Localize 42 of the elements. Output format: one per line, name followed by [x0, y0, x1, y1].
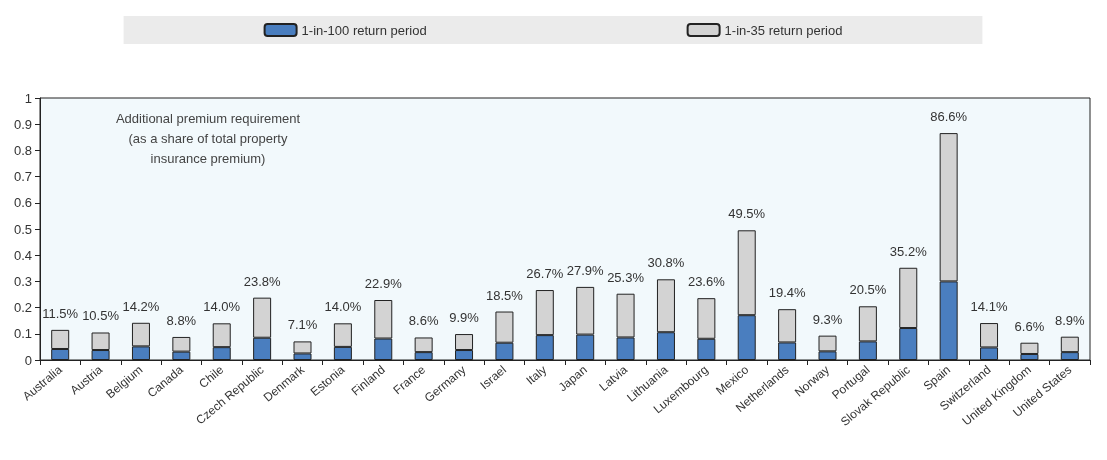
total-label: 11.5% — [42, 305, 79, 321]
y-tick-label: 0 — [24, 352, 32, 368]
total-label: 7.1% — [287, 317, 318, 333]
y-tick-label: 0.1 — [13, 326, 32, 342]
total-label: 49.5% — [728, 206, 766, 222]
total-label: 23.6% — [687, 274, 726, 290]
legend-label: 1-in-35 return period — [724, 22, 843, 38]
y-tick-label: 1 — [24, 90, 32, 106]
total-label: 18.5% — [485, 287, 524, 303]
total-label: 14.0% — [203, 299, 241, 315]
legend-label: 1-in-100 return period — [301, 22, 427, 38]
y-tick-label: 0.8 — [13, 142, 32, 158]
x-tick-label: Chile — [196, 362, 227, 391]
total-label: 8.6% — [408, 313, 439, 329]
total-label: 30.8% — [647, 255, 685, 271]
total-label: 14.0% — [324, 299, 362, 315]
total-label: 8.9% — [1054, 312, 1086, 328]
total-label: 14.2% — [122, 298, 160, 314]
total-label: 20.5% — [849, 282, 887, 298]
total-label: 9.9% — [449, 310, 480, 326]
y-tick-label: 0.2 — [13, 300, 32, 316]
total-label: 14.1% — [970, 299, 1008, 315]
y-tick-label: 0.5 — [13, 221, 32, 237]
x-tick-label: Italy — [523, 362, 550, 388]
annotation: Additional premium requirement (as a share of total property insurance premium) — [115, 110, 301, 166]
total-label: 86.6% — [930, 109, 968, 125]
total-label: 6.6% — [1014, 318, 1045, 334]
total-label: 35.2% — [889, 243, 928, 259]
total-label: 8.8% — [166, 312, 197, 328]
total-label: 25.3% — [607, 269, 645, 285]
y-tick-label: 0.6 — [13, 195, 32, 211]
total-label: 22.9% — [364, 276, 403, 291]
y-tick-label: 0.9 — [13, 116, 32, 132]
total-label: 9.3% — [812, 311, 843, 327]
total-label: 19.4% — [768, 285, 806, 301]
y-tick-label: 0.3 — [13, 273, 32, 289]
y-tick-label: 0.4 — [13, 247, 32, 263]
y-tick-label: 0.7 — [13, 169, 32, 185]
total-label: 23.8% — [243, 273, 281, 289]
total-label: 26.7% — [526, 266, 564, 282]
total-label: 27.9% — [566, 262, 605, 278]
total-label: 10.5% — [82, 308, 120, 324]
